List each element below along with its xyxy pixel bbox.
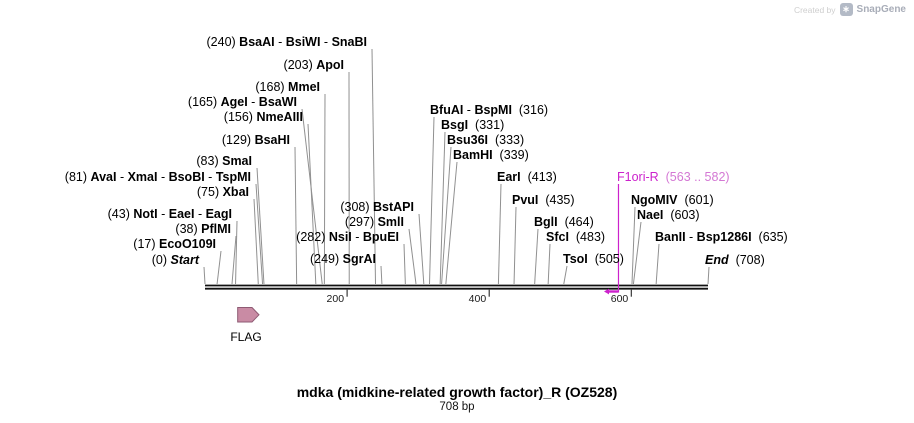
site-label-bsaai-bsiwi-snabi[interactable]: (240) BsaAI - BsiWI - SnaBI [206, 35, 368, 49]
primer-label-f1ori-r[interactable]: F1ori-R (563 .. 582) [617, 170, 730, 184]
site-label-bsgi[interactable]: BsgI (331) [441, 118, 505, 132]
callout-ecoo109i [216, 250, 222, 285]
site-label-noti-eaei-eagi[interactable]: (43) NotI - EaeI - EagI [107, 207, 232, 221]
site-label-start[interactable]: (0) Start [151, 253, 199, 267]
callout-noti-eaei-eagi [235, 220, 238, 285]
callout-pvui [513, 206, 517, 285]
site-label-mmei[interactable]: (168) MmeI [255, 80, 320, 94]
site-label-avai-xmai-bsobi-tspmi[interactable]: (81) AvaI - XmaI - BsoBI - TspMI [64, 170, 251, 184]
site-label-naei[interactable]: NaeI (603) [637, 208, 700, 222]
site-label-xbai[interactable]: (75) XbaI [196, 185, 249, 199]
feature-arrow-flag[interactable] [237, 307, 260, 323]
callout-mmei [323, 93, 326, 285]
site-label-bstapi[interactable]: (308) BstAPI [340, 200, 414, 214]
map-title: mdka (midkine-related growth factor)_R (… [296, 384, 618, 400]
callout-nsii-bpuei [403, 243, 406, 285]
callout-agei-bsawi [301, 108, 323, 285]
callout-nmeaiii [307, 123, 317, 285]
primer-gap [659, 170, 666, 184]
site-label-smli[interactable]: (297) SmlI [344, 215, 404, 229]
axis-tick-label-600: 600 [611, 293, 629, 305]
site-label-smai[interactable]: (83) SmaI [196, 154, 252, 168]
snapgene-logo-icon: ∗ [839, 3, 853, 16]
callout-avai-xmai-bsobi-tspmi [255, 183, 264, 285]
watermark-created-by: Created by [793, 4, 836, 15]
site-label-bamhi[interactable]: BamHI (339) [453, 148, 529, 162]
callout-bsgi [439, 131, 446, 285]
callout-naei [632, 221, 642, 285]
callout-end [707, 266, 710, 285]
primer-range: (563 .. 582) [665, 170, 730, 184]
site-label-tsoi[interactable]: TsoI (505) [563, 252, 624, 266]
site-label-pflmi[interactable]: (38) PflMI [175, 222, 231, 236]
primer-arrowhead-f1ori-r [603, 288, 609, 295]
site-label-bgli[interactable]: BglI (464) [534, 215, 594, 229]
callout-bsu36i [441, 146, 452, 285]
site-label-eari[interactable]: EarI (413) [497, 170, 557, 184]
callout-tsoi [563, 265, 568, 285]
callout-bfuai-bspmi [429, 116, 435, 285]
site-label-end[interactable]: End (708) [705, 253, 765, 267]
callout-bstapi [418, 213, 425, 285]
map-length: 708 bp [439, 401, 475, 413]
callout-xbai [253, 198, 259, 285]
site-label-ngomiv[interactable]: NgoMIV (601) [631, 193, 714, 207]
site-label-nmeaiii[interactable]: (156) NmeAIII [223, 110, 303, 124]
callout-bsaai-bsiwi-snabi [371, 48, 377, 285]
feature-label-flag[interactable]: FLAG [230, 330, 262, 344]
watermark: Created by ∗ SnapGene [794, 3, 906, 16]
site-label-sfci[interactable]: SfcI (483) [546, 230, 606, 244]
site-label-bsahi[interactable]: (129) BsaHI [221, 133, 290, 147]
callout-sfci [547, 243, 551, 285]
site-label-pvui[interactable]: PvuI (435) [512, 193, 575, 207]
callout-bsahi [294, 146, 298, 285]
callout-start [203, 266, 206, 285]
site-label-apoi[interactable]: (203) ApoI [283, 58, 344, 72]
site-label-nsii-bpuei[interactable]: (282) NsiI - BpuEI [296, 230, 399, 244]
primer-name: F1ori-R [617, 170, 659, 184]
callout-pflmi [231, 235, 237, 285]
callout-bamhi [445, 161, 458, 285]
callout-sgrai [380, 265, 383, 285]
axis-tick-label-200: 200 [327, 293, 345, 305]
site-label-bsu36i[interactable]: Bsu36I (333) [447, 133, 525, 147]
callout-smli [408, 228, 417, 285]
axis-tick-label-400: 400 [469, 293, 487, 305]
callout-smai [256, 167, 265, 285]
site-label-ecoo109i[interactable]: (17) EcoO109I [133, 237, 216, 251]
callout-eari [497, 183, 502, 285]
site-label-banii-bsp1286i[interactable]: BanII - Bsp1286I (635) [655, 230, 788, 244]
site-label-agei-bsawi[interactable]: (165) AgeI - BsaWI [187, 95, 297, 109]
callout-bgli [534, 228, 539, 285]
site-label-bfuai-bspmi[interactable]: BfuAI - BspMI (316) [430, 103, 549, 117]
callout-banii-bsp1286i [655, 243, 660, 285]
site-label-sgrai[interactable]: (249) SgrAI [309, 252, 376, 266]
callout-ngomiv [631, 206, 636, 285]
watermark-brand: SnapGene [856, 4, 906, 15]
